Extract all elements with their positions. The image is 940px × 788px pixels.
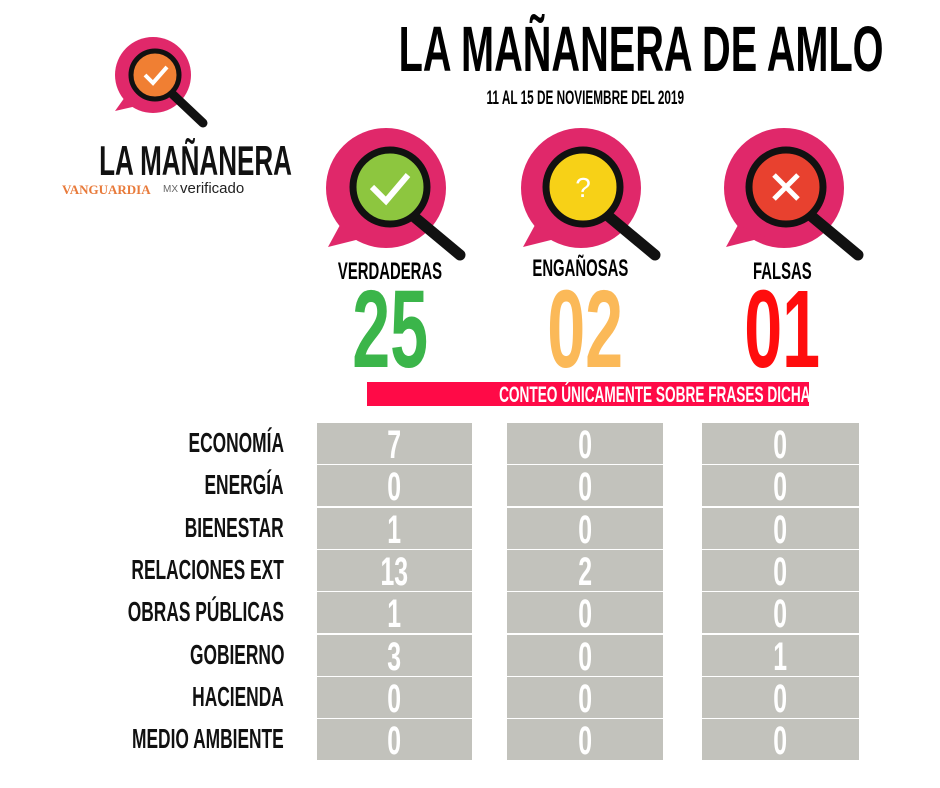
row-label: HACIENDA xyxy=(192,680,284,712)
table-cell: 0 xyxy=(702,592,859,636)
table-cell: 0 xyxy=(702,507,859,552)
count-verdaderas: 25 xyxy=(352,268,428,391)
table-cell: 1 xyxy=(317,507,472,552)
logo-brand-suffix: MX xyxy=(163,184,178,195)
table-cell: 0 xyxy=(507,592,663,636)
logo-brand: VANGUARDIA xyxy=(62,182,151,197)
question-icon: ? xyxy=(521,128,661,261)
table-cell: 0 xyxy=(702,465,859,509)
page-title: LA MAÑANERA DE AMLO xyxy=(398,13,884,85)
logo-text: LA MAÑANERA xyxy=(99,137,292,184)
category-label: ENGAÑOSAS xyxy=(532,255,628,282)
table-cell: 0 xyxy=(317,465,472,509)
row-label: BIENESTAR xyxy=(184,511,284,543)
table-cell: 3 xyxy=(317,634,472,679)
table-cell: 0 xyxy=(507,676,663,721)
row-label: ENERGÍA xyxy=(204,469,284,501)
table-cell: 1 xyxy=(317,592,472,636)
row-label: GOBIERNO xyxy=(189,638,284,670)
count-enganosas: 02 xyxy=(547,268,623,391)
row-label: MEDIO AMBIENTE xyxy=(132,723,284,755)
table-cell: 0 xyxy=(507,719,663,763)
table-cell: 0 xyxy=(507,634,663,679)
count-falsas: 01 xyxy=(744,268,820,391)
svg-text:?: ? xyxy=(575,172,591,203)
note-banner: CONTEO ÚNICAMENTE SOBRE FRASES DICHAS PO… xyxy=(367,382,930,407)
table-cell: 1 xyxy=(702,634,859,679)
category-label: VERDADERAS xyxy=(337,258,443,285)
category-label: FALSAS xyxy=(752,258,812,285)
magnifier-check-icon xyxy=(115,37,208,128)
table-cell: 0 xyxy=(702,549,859,594)
table-cell: 13 xyxy=(317,549,472,594)
check-icon xyxy=(326,128,466,261)
table-cell: 0 xyxy=(507,507,663,552)
table-cell: 0 xyxy=(507,423,663,467)
row-label: OBRAS PÚBLICAS xyxy=(127,596,284,628)
x-icon xyxy=(724,128,864,261)
table-cell: 7 xyxy=(317,423,472,467)
table-cell: 0 xyxy=(317,676,472,721)
table-cell: 0 xyxy=(702,676,859,721)
page-subtitle: 11 AL 15 DE NOVIEMBRE DEL 2019 xyxy=(486,88,684,109)
table-cell: 0 xyxy=(317,719,472,763)
row-label: RELACIONES EXT xyxy=(131,553,284,585)
logo-partner: verificado xyxy=(180,180,245,197)
table-cell: 2 xyxy=(507,549,663,594)
row-label: ECONOMÍA xyxy=(188,427,284,458)
table-cell: 0 xyxy=(702,423,859,467)
table-cell: 0 xyxy=(507,465,663,509)
table-cell: 0 xyxy=(702,719,859,763)
